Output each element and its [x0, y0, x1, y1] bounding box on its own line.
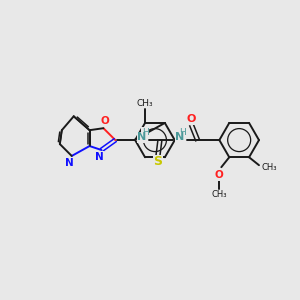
Text: CH₃: CH₃ — [261, 163, 277, 172]
Text: N: N — [65, 158, 74, 168]
Text: N: N — [95, 152, 104, 162]
Text: N: N — [137, 132, 147, 142]
Text: S: S — [153, 155, 162, 168]
Text: CH₃: CH₃ — [137, 99, 153, 108]
Text: N: N — [175, 132, 184, 142]
Text: O: O — [215, 170, 224, 180]
Text: O: O — [100, 116, 109, 126]
Text: H: H — [142, 128, 148, 137]
Text: O: O — [187, 114, 196, 124]
Text: H: H — [179, 128, 186, 137]
Text: CH₃: CH₃ — [212, 190, 227, 200]
